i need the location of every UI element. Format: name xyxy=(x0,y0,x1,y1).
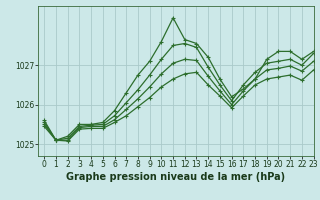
X-axis label: Graphe pression niveau de la mer (hPa): Graphe pression niveau de la mer (hPa) xyxy=(67,172,285,182)
